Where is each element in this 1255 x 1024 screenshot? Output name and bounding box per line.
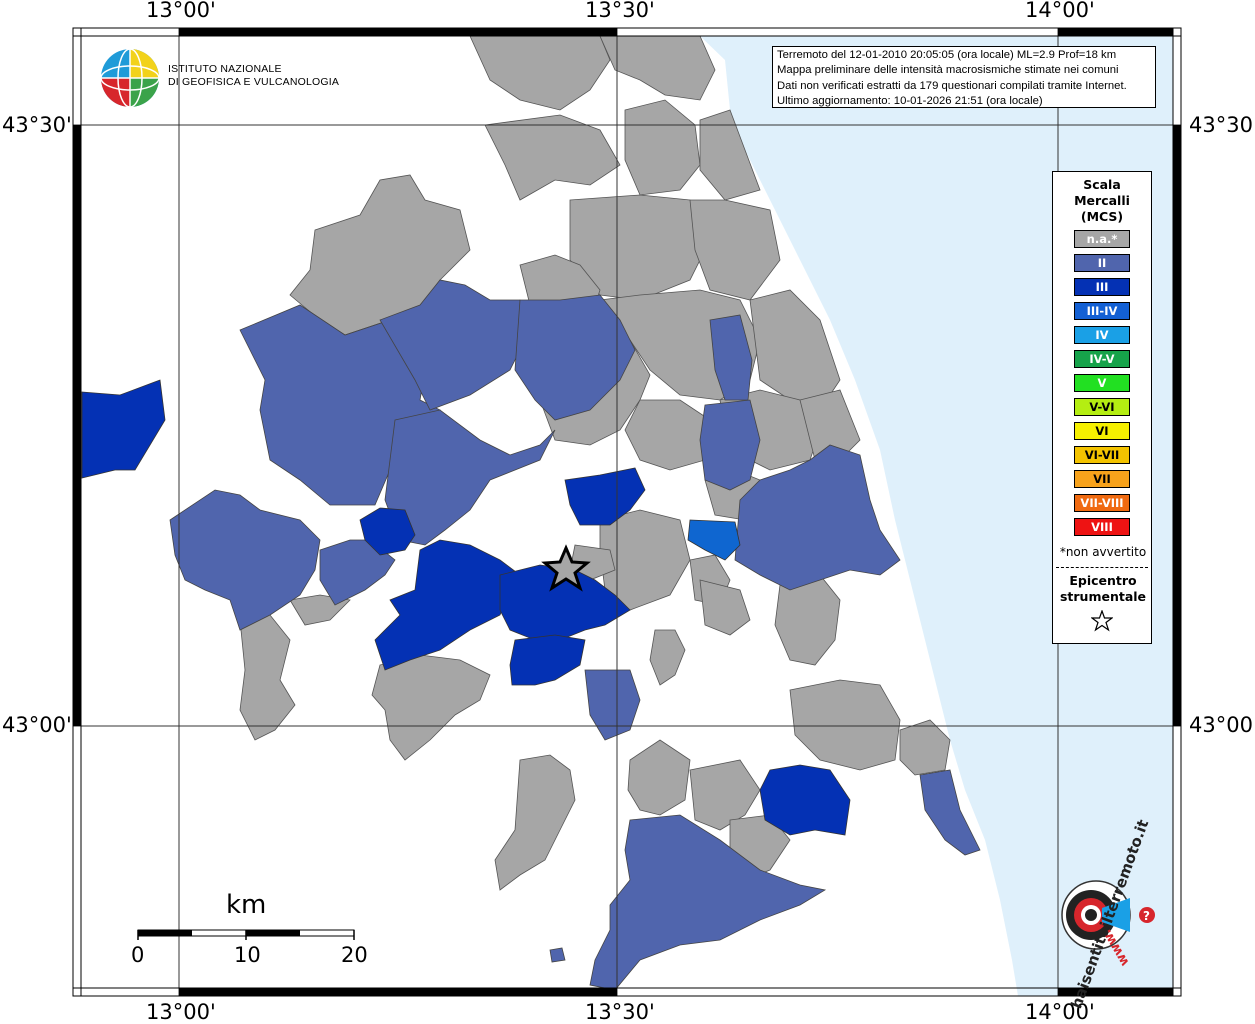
event-info-box: Terremoto del 12-01-2010 20:05:05 (ora l… (772, 46, 1156, 108)
scale-tick-10: 10 (234, 943, 261, 967)
legend-title-line3: (MCS) (1080, 209, 1124, 224)
lon-label-bottom-2: 13°30' (585, 1000, 655, 1024)
regions-intensity-III (81, 379, 851, 836)
lat-label-right-1: 43°30' (1189, 113, 1255, 137)
event-info-line4: Ultimo aggiornamento: 10-01-2026 21:51 (… (777, 95, 1043, 108)
legend-title: Scala Mercalli (MCS) (1053, 177, 1151, 225)
legend-star-icon (1091, 610, 1113, 632)
legend-title-line1: Scala (1083, 177, 1121, 192)
event-info-line2: Mappa preliminare delle intensità macros… (777, 64, 1119, 77)
lon-label-bottom-3: 14°00' (1025, 1000, 1095, 1024)
legend-item: V-VI (1074, 398, 1130, 416)
legend-item: III (1074, 278, 1130, 296)
legend-item: VI-VII (1074, 446, 1130, 464)
legend-item: VIII (1074, 518, 1130, 536)
region-intensity-III-IV (687, 519, 741, 561)
legend-item: VII-VIII (1074, 494, 1130, 512)
legend-epicenter-label: Epicentro strumentale (1053, 573, 1153, 605)
event-info-line3: Dati non verificati estratti da 179 ques… (777, 79, 1127, 92)
lon-label-top-3: 14°00' (1025, 0, 1095, 22)
haisentito-logo-icon: ? (1061, 880, 1155, 950)
scale-tick-20: 20 (341, 943, 368, 967)
legend-epicenter-line2: strumentale (1059, 589, 1147, 604)
lat-label-left-1: 43°30' (2, 113, 72, 137)
legend-item: IV-V (1074, 350, 1130, 368)
institute-line2: DI GEOFISICA E VULCANOLOGIA (168, 76, 340, 88)
lat-label-left-2: 43°00' (2, 713, 72, 737)
map-frame (72, 27, 1182, 997)
lon-label-top-2: 13°30' (585, 0, 655, 22)
scale-bar (137, 929, 355, 940)
legend-item: V (1074, 374, 1130, 392)
legend-epicenter-line1: Epicentro (1069, 573, 1137, 588)
legend-item: IV (1074, 326, 1130, 344)
svg-text:?: ? (1143, 909, 1150, 923)
legend-separator (1056, 567, 1148, 568)
institute-name: ISTITUTO NAZIONALE DI GEOFISICA E VULCAN… (168, 63, 339, 89)
legend-item: III-IV (1074, 302, 1130, 320)
scale-tick-0: 0 (131, 943, 145, 967)
ingv-logo-icon (100, 48, 160, 108)
lon-label-bottom-1: 13°00' (146, 1000, 216, 1024)
legend-note: *non avvertito (1059, 545, 1147, 559)
epicenter-star-icon (541, 544, 591, 592)
event-info-line1: Terremoto del 12-01-2010 20:05:05 (ora l… (777, 49, 1117, 61)
legend-item: n.a.* (1074, 230, 1130, 248)
legend-item: VI (1074, 422, 1130, 440)
institute-line1: ISTITUTO NAZIONALE (168, 63, 282, 75)
lat-label-right-2: 43°00' (1189, 713, 1255, 737)
legend-title-line2: Mercalli (1074, 193, 1130, 208)
scale-unit: km (226, 890, 267, 920)
lon-label-top-1: 13°00' (146, 0, 216, 22)
regions-intensity-II (169, 279, 981, 991)
legend-item: VII (1074, 470, 1130, 488)
legend-item: II (1074, 254, 1130, 272)
intensity-legend: Scala Mercalli (MCS) n.a.* II III III-IV IV I… (1052, 171, 1152, 644)
